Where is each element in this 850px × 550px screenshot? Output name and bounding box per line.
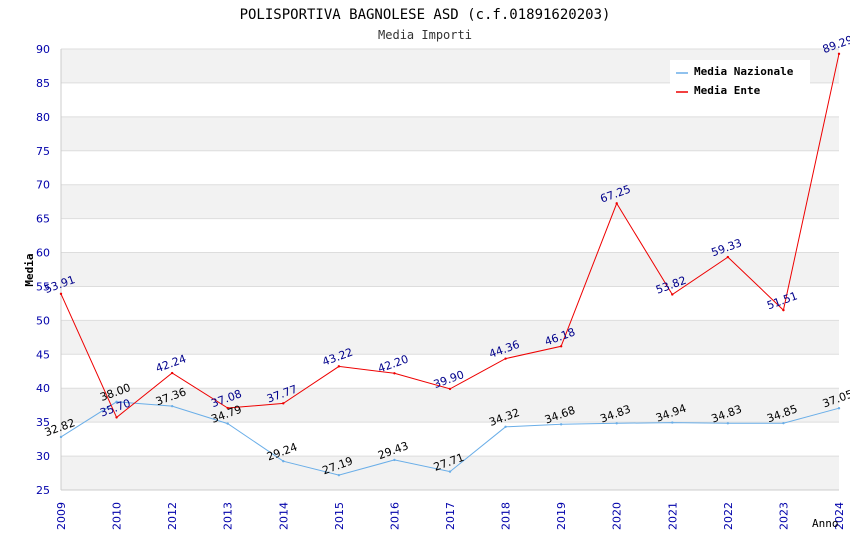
data-label: 53.91 [43,273,77,296]
x-tick-label: 2014 [277,502,290,530]
legend-box [670,60,810,102]
data-point [448,470,452,473]
data-point [726,255,730,259]
data-point [504,357,507,360]
x-tick-label: 2010 [111,502,124,530]
y-tick-label: 50 [36,314,50,327]
data-point [115,400,118,403]
data-point [170,404,174,408]
data-label: 42.24 [154,352,188,375]
series [59,52,841,477]
grid-band [61,320,839,355]
data-point [59,292,63,296]
data-point [615,422,618,425]
x-tick-label: 2015 [333,502,346,530]
data-point [282,402,285,405]
data-point [393,372,396,375]
legend-label-nazionale: Media Nazionale [694,65,794,78]
y-tick-label: 85 [36,77,50,90]
y-tick-label: 45 [36,348,50,361]
x-tick-label: 2016 [388,502,401,530]
data-point [504,425,507,428]
chart-title: POLISPORTIVA BAGNOLESE ASD (c.f.01891620… [240,7,611,23]
y-tick-label: 65 [36,213,50,226]
legend: Media Nazionale Media Ente [670,60,810,102]
data-label: 42.20 [376,353,410,376]
x-tick-label: 2021 [666,502,679,530]
y-tick-label: 35 [36,416,50,429]
y-tick-label: 80 [36,111,50,124]
y-tick-label: 40 [36,382,50,395]
data-point [782,308,785,312]
data-point [448,387,452,391]
x-tick-label: 2019 [555,502,568,530]
x-tick-label: 2023 [777,502,790,530]
grid-band [61,184,839,219]
data-point [115,416,118,419]
x-tick-label: 2022 [722,502,735,530]
data-point [559,423,563,426]
grid [61,48,839,491]
y-tick-label: 25 [36,484,50,497]
data-point [337,473,341,477]
data-point [837,407,841,410]
x-axis-label: Anno [812,517,839,530]
data-point [393,458,396,462]
data-point [615,202,618,205]
axes: 25 30 35 40 45 50 55 60 65 70 75 80 85 90 2009 2010 2012… [36,43,846,530]
x-tick-label: 2024 [833,502,846,530]
x-tick-label: 2018 [500,502,513,530]
data-point [837,52,841,56]
data-point [226,422,229,425]
y-tick-label: 90 [36,43,50,56]
data-point [226,406,229,410]
y-tick-label: 30 [36,450,50,463]
data-point [726,422,730,425]
data-label: 39.90 [432,368,466,391]
data-point [170,371,174,375]
grid-band [61,456,839,490]
data-point [337,365,341,368]
grid-band [61,252,839,287]
data-point [671,293,674,296]
x-tick-label: 2017 [444,502,457,530]
x-tick-label: 2013 [222,502,235,530]
y-tick-label: 70 [36,179,50,192]
y-tick-label: 75 [36,145,50,158]
y-tick-label: 60 [36,247,50,260]
data-point [782,421,785,425]
x-tick-label: 2009 [55,502,68,530]
data-point [59,435,63,439]
data-point [559,345,563,348]
x-tick-label: 2012 [166,502,179,530]
data-point [671,421,674,424]
x-tick-label: 2020 [611,502,624,530]
chart-subtitle: Media Importi [378,28,472,42]
y-tick-label: 55 [36,280,50,293]
grid-band [61,116,839,151]
data-point [282,460,285,463]
y-axis-label: Media [23,253,36,286]
legend-label-ente: Media Ente [694,84,761,97]
grid-band [61,388,839,423]
